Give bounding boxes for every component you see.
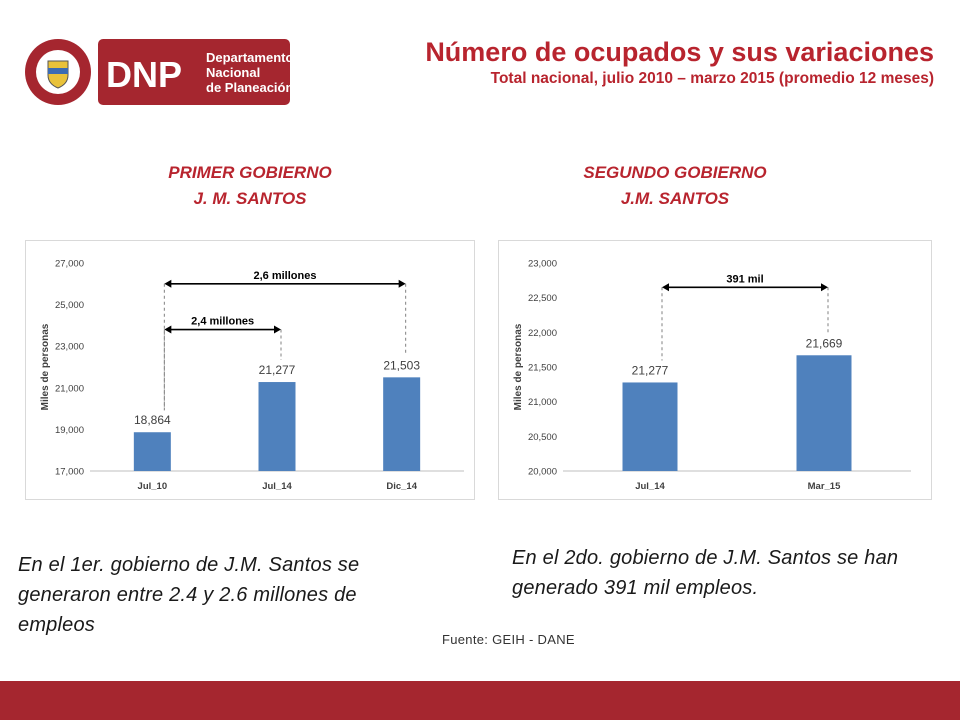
- arrow-head-right-icon: [398, 279, 406, 288]
- bar: [133, 432, 171, 471]
- data-label: 18,864: [134, 413, 171, 427]
- y-tick-label: 20,000: [528, 467, 557, 478]
- y-tick-label: 17,000: [55, 467, 84, 478]
- first-government-note: En el 1er. gobierno de J.M. Santos se ge…: [18, 554, 360, 636]
- arrow-head-left-icon: [164, 279, 172, 288]
- y-tick-label: 21,000: [528, 397, 557, 408]
- data-label: 21,277: [632, 363, 669, 377]
- logo-line3: de Planeación: [206, 80, 292, 95]
- second-government-heading: SEGUNDO GOBIERNO J.M. SANTOS: [540, 160, 810, 212]
- dnp-logo: DNP Departamento Nacional de Planeación: [22, 35, 293, 110]
- y-tick-label: 21,000: [55, 383, 84, 394]
- y-tick-label: 21,500: [528, 363, 557, 374]
- logo-line1: Departamento: [206, 50, 292, 65]
- page-subtitle: Total nacional, julio 2010 – marzo 2015 …: [490, 70, 934, 87]
- title-block: Número de ocupados y sus variaciones Tot…: [425, 36, 934, 90]
- y-tick-label: 23,000: [55, 342, 84, 353]
- arrow-head-right-icon: [274, 325, 281, 334]
- y-tick-label: 19,000: [55, 425, 84, 436]
- y-tick-label: 25,000: [55, 300, 84, 311]
- y-axis-label: Miles de personas: [40, 323, 51, 410]
- x-tick-label: Dic_14: [386, 481, 417, 492]
- logo-line2: Nacional: [206, 65, 260, 80]
- source-note: Fuente: GEIH - DANE: [442, 632, 575, 647]
- chart-first-government: 17,000 19,000 21,000 23,000 25,000 27,000 Mile…: [40, 259, 464, 492]
- y-tick-label: 22,500: [528, 293, 557, 304]
- bar: [383, 377, 421, 471]
- bar: [796, 355, 852, 471]
- data-label: 21,669: [806, 336, 843, 350]
- page-title: Número de ocupados y sus variaciones: [425, 37, 934, 67]
- x-tick-label: Mar_15: [808, 481, 841, 492]
- chart-second-government: 20,000 20,500 21,000 21,500 22,000 22,500 23,0…: [513, 259, 911, 492]
- data-label: 21,277: [259, 363, 296, 377]
- annotation-label: 391 mil: [726, 273, 763, 285]
- bar: [622, 382, 678, 471]
- y-tick-label: 20,500: [528, 432, 557, 443]
- x-tick-label: Jul_14: [635, 481, 665, 492]
- y-tick-label: 23,000: [528, 259, 557, 270]
- annotation-label: 2,6 millones: [254, 270, 317, 282]
- annotation-label: 2,4 millones: [191, 316, 254, 328]
- data-label: 21,503: [383, 358, 420, 372]
- arrow-head-right-icon: [821, 283, 828, 292]
- bar: [258, 382, 296, 471]
- x-tick-label: Jul_14: [262, 481, 292, 492]
- y-axis-label: Miles de personas: [513, 323, 524, 410]
- first-government-heading-line2: J. M. SANTOS: [193, 189, 307, 208]
- chart-panel-second: 20,000 20,500 21,000 21,500 22,000 22,500 23,0…: [498, 240, 932, 500]
- second-government-heading-line1: SEGUNDO GOBIERNO: [583, 163, 767, 182]
- footer-bar: [0, 681, 960, 720]
- arrow-head-left-icon: [164, 325, 172, 334]
- y-tick-label: 27,000: [55, 259, 84, 270]
- first-government-heading: PRIMER GOBIERNO J. M. SANTOS: [120, 160, 380, 212]
- second-government-note: En el 2do. gobierno de J.M. Santos se ha…: [512, 547, 899, 599]
- arrow-head-left-icon: [662, 283, 669, 292]
- second-government-heading-line2: J.M. SANTOS: [620, 189, 730, 208]
- x-tick-label: Jul_10: [138, 481, 168, 492]
- chart-panel-first: 17,000 19,000 21,000 23,000 25,000 27,000 Mile…: [25, 240, 475, 500]
- logo-acronym: DNP: [106, 54, 182, 95]
- y-tick-label: 22,000: [528, 328, 557, 339]
- first-government-heading-line1: PRIMER GOBIERNO: [168, 163, 332, 182]
